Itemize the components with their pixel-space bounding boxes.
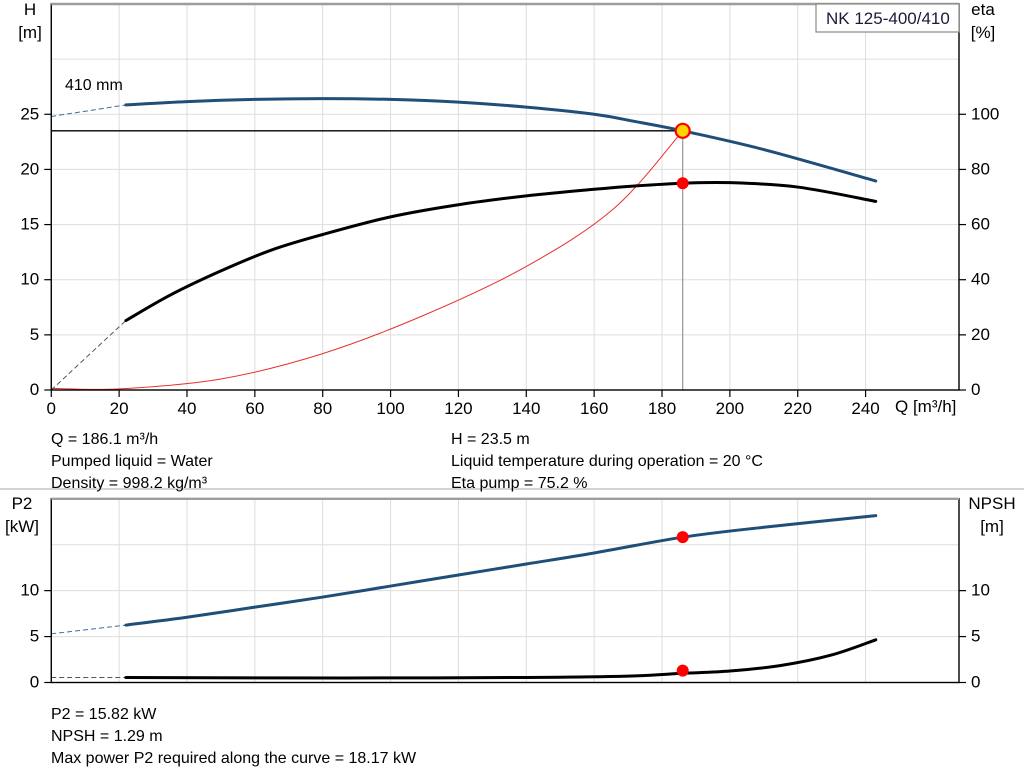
svg-text:[m]: [m]	[980, 517, 1004, 536]
svg-text:200: 200	[716, 399, 744, 418]
svg-text:20: 20	[971, 325, 990, 344]
svg-text:60: 60	[971, 215, 990, 234]
svg-text:5: 5	[971, 627, 980, 646]
svg-text:Eta pump = 75.2 %: Eta pump = 75.2 %	[451, 475, 588, 492]
svg-text:60: 60	[245, 399, 264, 418]
svg-text:[kW]: [kW]	[5, 517, 39, 536]
svg-text:180: 180	[648, 399, 676, 418]
svg-text:20: 20	[20, 159, 39, 178]
svg-text:100: 100	[376, 399, 404, 418]
svg-text:5: 5	[30, 325, 39, 344]
svg-text:0: 0	[30, 380, 39, 399]
svg-text:Q = 186.1 m³/h: Q = 186.1 m³/h	[51, 431, 158, 448]
svg-text:P2: P2	[12, 494, 33, 513]
svg-text:5: 5	[30, 627, 39, 646]
svg-text:Density = 998.2 kg/m³: Density = 998.2 kg/m³	[51, 475, 208, 492]
svg-text:0: 0	[971, 380, 980, 399]
svg-text:80: 80	[971, 159, 990, 178]
svg-text:H: H	[24, 0, 36, 19]
svg-text:eta: eta	[971, 0, 995, 19]
svg-text:25: 25	[20, 104, 39, 123]
svg-text:220: 220	[784, 399, 812, 418]
svg-text:410 mm: 410 mm	[65, 77, 123, 94]
svg-text:NPSH = 1.29 m: NPSH = 1.29 m	[51, 728, 163, 745]
svg-text:H = 23.5 m: H = 23.5 m	[451, 431, 530, 448]
svg-text:Q [m³/h]: Q [m³/h]	[895, 397, 956, 416]
svg-text:140: 140	[512, 399, 540, 418]
svg-text:[m]: [m]	[18, 23, 42, 42]
svg-text:Max power P2 required along th: Max power P2 required along the curve = …	[51, 750, 417, 767]
svg-text:15: 15	[20, 215, 39, 234]
svg-text:240: 240	[851, 399, 879, 418]
svg-text:160: 160	[580, 399, 608, 418]
svg-text:Pumped liquid = Water: Pumped liquid = Water	[51, 453, 213, 470]
svg-text:Liquid temperature during oper: Liquid temperature during operation = 20…	[451, 453, 763, 470]
svg-text:[%]: [%]	[971, 23, 996, 42]
svg-text:10: 10	[20, 581, 39, 600]
svg-text:NK 125-400/410: NK 125-400/410	[826, 9, 950, 28]
svg-text:40: 40	[178, 399, 197, 418]
svg-text:20: 20	[110, 399, 129, 418]
svg-text:100: 100	[971, 104, 999, 123]
svg-text:0: 0	[47, 399, 56, 418]
svg-text:0: 0	[30, 673, 39, 692]
svg-text:80: 80	[313, 399, 332, 418]
svg-text:P2 = 15.82 kW: P2 = 15.82 kW	[51, 706, 157, 723]
svg-text:0: 0	[971, 673, 980, 692]
svg-text:10: 10	[971, 581, 990, 600]
svg-text:10: 10	[20, 270, 39, 289]
svg-text:120: 120	[444, 399, 472, 418]
svg-text:NPSH: NPSH	[968, 494, 1015, 513]
svg-text:40: 40	[971, 270, 990, 289]
